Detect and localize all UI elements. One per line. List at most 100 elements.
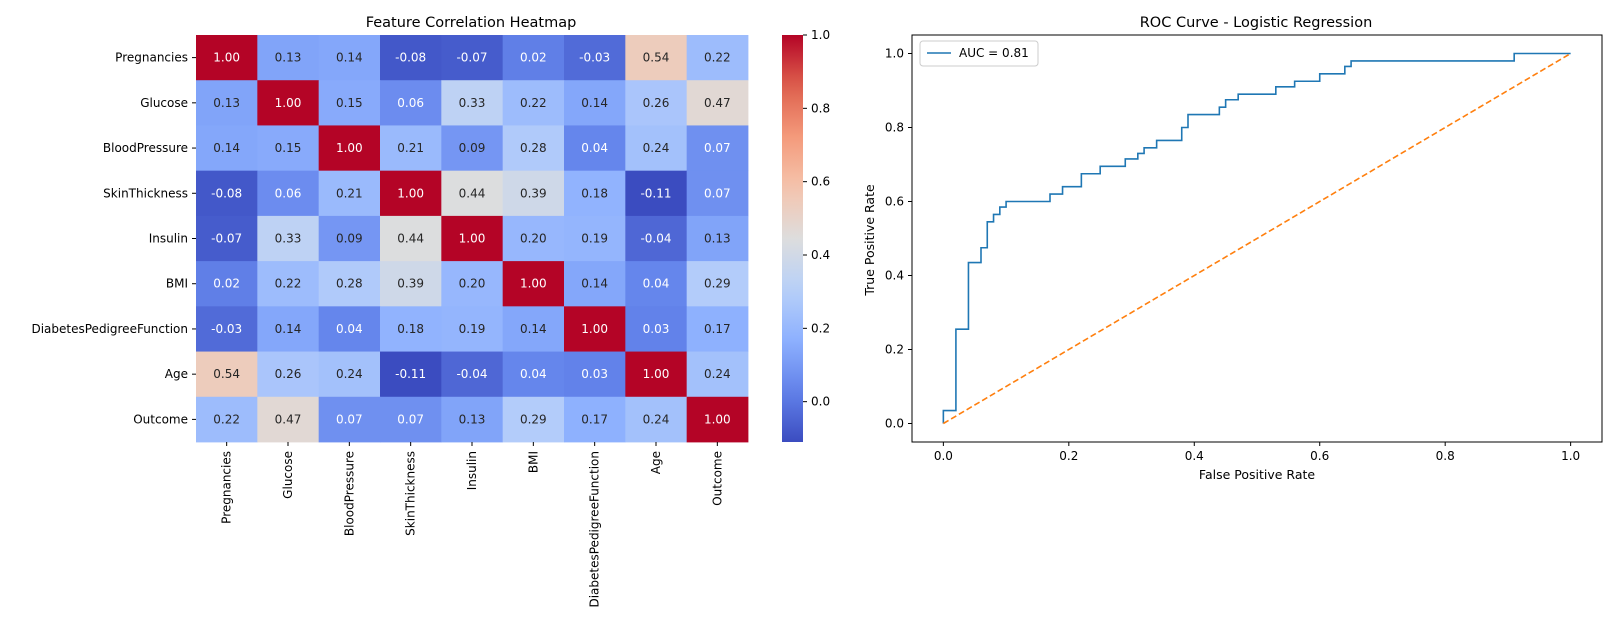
colorbar-tick-label: 0.4: [811, 248, 830, 262]
heatmap-cell-label: 0.39: [520, 186, 547, 200]
heatmap-cell-label: 1.00: [459, 232, 486, 246]
heatmap-cell: [686, 80, 749, 126]
heatmap-cell: [257, 170, 320, 217]
roc-title: ROC Curve - Logistic Regression: [1140, 15, 1373, 31]
heatmap-cell-label: 0.21: [397, 141, 424, 155]
heatmap-cell: [257, 261, 320, 307]
heatmap-cell-label: 0.24: [704, 367, 731, 381]
heatmap-cell: [564, 80, 626, 126]
heatmap-cell-label: -0.11: [395, 367, 426, 381]
roc-ytick-label: 0.2: [885, 343, 904, 357]
heatmap-cell-label: 0.28: [336, 277, 363, 291]
heatmap-cell-label: 0.47: [275, 412, 302, 426]
heatmap-row-label: Pregnancies: [115, 51, 188, 65]
heatmap-cell: [686, 306, 749, 352]
heatmap-cell: [257, 215, 320, 262]
heatmap-panel: Feature Correlation Heatmap 1.00 0.13 0.14…: [31, 15, 830, 608]
heatmap-cell-label: -0.03: [211, 322, 242, 336]
heatmap-cell: [196, 261, 258, 307]
heatmap-cell: [502, 125, 565, 172]
heatmap-cell-label: 0.26: [643, 96, 670, 110]
heatmap-cell: [625, 125, 688, 172]
heatmap-cell-label: 0.29: [520, 412, 547, 426]
heatmap-cell: [564, 306, 626, 352]
heatmap-cell: [441, 306, 504, 352]
heatmap-cell: [196, 35, 258, 81]
heatmap-cell: [196, 170, 258, 217]
heatmap-cell: [196, 306, 258, 352]
heatmap-cell: [441, 351, 504, 398]
heatmap-cell-label: -0.04: [640, 232, 671, 246]
roc-legend: AUC = 0.81: [919, 40, 1039, 67]
heatmap-cell: [441, 396, 504, 443]
heatmap-cell-label: 0.04: [336, 322, 363, 336]
heatmap-cell: [625, 351, 688, 398]
colorbar-tick-label: 0.2: [811, 321, 830, 335]
heatmap-cell-label: 0.33: [275, 232, 302, 246]
heatmap-cell: [380, 80, 442, 126]
heatmap-cell-label: 0.47: [704, 96, 731, 110]
heatmap-col-label: Insulin: [465, 451, 479, 490]
heatmap-row-label: DiabetesPedigreeFunction: [31, 322, 188, 336]
heatmap-cell-label: 0.13: [704, 232, 731, 246]
heatmap-cell: [196, 125, 258, 172]
heatmap-cell: [564, 215, 626, 262]
heatmap-cell: [686, 170, 749, 217]
heatmap-cell-label: 0.20: [459, 277, 486, 291]
heatmap-cell: [686, 351, 749, 398]
colorbar-tick-label: 0.6: [811, 175, 830, 189]
heatmap-cell-label: 1.00: [336, 141, 363, 155]
heatmap-cell-label: 1.00: [581, 322, 608, 336]
heatmap-cell-label: 0.28: [520, 141, 547, 155]
heatmap-col-label: Outcome: [710, 451, 724, 506]
heatmap-cell: [564, 35, 626, 81]
legend-frame: [919, 40, 1039, 67]
heatmap-cell: [196, 215, 258, 262]
heatmap-cell: [686, 215, 749, 262]
heatmap-cell: [625, 396, 688, 443]
heatmap-cell: [686, 396, 749, 443]
heatmap-cell-label: 0.14: [275, 322, 302, 336]
heatmap-cell: [441, 125, 504, 172]
heatmap-row-label: Age: [165, 367, 188, 381]
heatmap-cell: [318, 261, 381, 307]
heatmap-cell-label: 0.07: [704, 141, 731, 155]
heatmap-cell-label: 1.00: [397, 186, 424, 200]
roc-panel: ROC Curve - Logistic Regression 0.0 0.2 0.…: [862, 15, 1603, 482]
heatmap-cell-label: 0.33: [459, 96, 486, 110]
heatmap-cell-label: 0.19: [459, 322, 486, 336]
heatmap-cell: [318, 170, 381, 217]
heatmap-cell-label: 1.00: [520, 277, 547, 291]
roc-xtick-label: 1.0: [1561, 449, 1580, 463]
heatmap-row-label: Outcome: [133, 412, 188, 426]
heatmap-cell: [196, 80, 258, 126]
heatmap-cell: [625, 261, 688, 307]
heatmap-cell-label: 0.19: [581, 232, 608, 246]
heatmap-cell: [441, 35, 504, 81]
heatmap-cell: [625, 170, 688, 217]
colorbar: 1.0 0.8 0.6 0.4 0.2 0.0: [782, 28, 830, 442]
heatmap-cell: [564, 125, 626, 172]
heatmap-cell-label: 0.13: [213, 96, 240, 110]
heatmap-cell: [625, 215, 688, 262]
heatmap-cell: [380, 351, 442, 398]
heatmap-cell: [318, 215, 381, 262]
heatmap-cell-label: 0.09: [459, 141, 486, 155]
colorbar-gradient: [782, 35, 803, 442]
heatmap-cell-label: 1.00: [275, 96, 302, 110]
heatmap-cell-label: 0.03: [643, 322, 670, 336]
heatmap-col-label: BMI: [526, 451, 540, 473]
heatmap-cell: [502, 35, 565, 81]
heatmap-cell-label: 0.24: [643, 412, 670, 426]
roc-xtick-label: 0.2: [1059, 449, 1078, 463]
legend-label-auc: AUC = 0.81: [959, 46, 1029, 60]
heatmap-cell-label: -0.04: [456, 367, 487, 381]
heatmap-cell-label: 0.04: [643, 277, 670, 291]
roc-xtick-label: 0.6: [1310, 449, 1329, 463]
roc-xtick-label: 0.0: [934, 449, 953, 463]
heatmap-cell-label: 0.07: [336, 412, 363, 426]
colorbar-tick-label: 0.8: [811, 101, 830, 115]
heatmap-cell: [686, 125, 749, 172]
heatmap-col-label: Age: [649, 451, 663, 474]
roc-curve-line: [942, 52, 1571, 424]
